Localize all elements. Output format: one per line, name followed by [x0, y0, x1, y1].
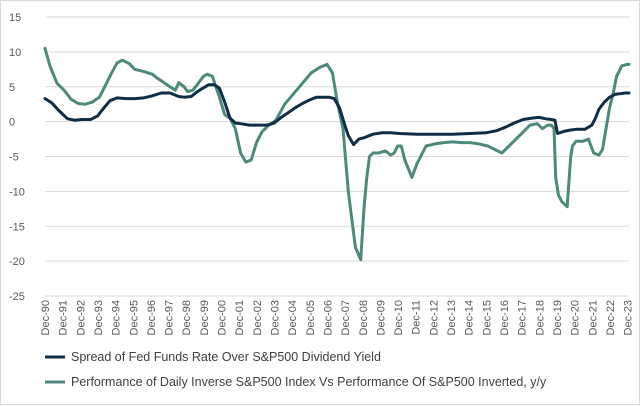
x-tick-label: Dec-94	[111, 300, 123, 335]
x-tick-label: Dec-98	[181, 300, 193, 335]
x-tick-label: Dec-03	[270, 300, 282, 335]
legend: Spread of Fed Funds Rate Over S&P500 Div…	[45, 350, 547, 389]
series-lines	[43, 46, 631, 262]
x-tick-label: Dec-18	[534, 300, 546, 335]
x-tick-label: Dec-11	[411, 300, 423, 335]
series-line-fed-spread	[43, 83, 631, 147]
y-tick-label: -20	[9, 256, 25, 268]
x-tick-label: Dec-15	[481, 300, 493, 335]
y-tick-label: -25	[9, 291, 25, 303]
y-tick-label: -5	[9, 152, 19, 164]
legend-label: Performance of Daily Inverse S&P500 Inde…	[71, 375, 547, 389]
x-tick-label: Dec-01	[234, 300, 246, 335]
x-tick-label: Dec-95	[128, 300, 140, 335]
y-tick-label: 10	[9, 47, 21, 59]
x-tick-label: Dec-97	[164, 300, 176, 335]
y-tick-label: 0	[9, 117, 15, 129]
x-tick-label: Dec-14	[464, 300, 476, 335]
x-tick-label: Dec-04	[287, 300, 299, 335]
x-tick-label: Dec-91	[58, 300, 70, 335]
x-tick-label: Dec-07	[340, 300, 352, 335]
y-tick-label: -15	[9, 221, 25, 233]
y-axis-ticks: 15 10 5 0 -5 -10 -15 -20 -25	[9, 12, 25, 303]
x-tick-label: Dec-90	[40, 300, 52, 335]
legend-label: Spread of Fed Funds Rate Over S&P500 Div…	[71, 350, 381, 364]
gridlines	[45, 16, 629, 297]
x-tick-label: Dec-16	[499, 300, 511, 335]
x-tick-label: Dec-17	[517, 300, 529, 335]
x-tick-label: Dec-96	[146, 300, 158, 335]
y-tick-label: 15	[9, 12, 21, 24]
x-tick-label: Dec-02	[252, 300, 264, 335]
x-tick-label: Dec-23	[623, 300, 635, 335]
x-tick-label: Dec-13	[446, 300, 458, 335]
x-tick-label: Dec-05	[305, 300, 317, 335]
x-tick-label: Dec-10	[393, 300, 405, 335]
x-tick-label: Dec-20	[570, 300, 582, 335]
x-tick-label: Dec-06	[322, 300, 334, 335]
x-tick-label: Dec-93	[93, 300, 105, 335]
x-tick-label: Dec-21	[587, 300, 599, 335]
x-tick-label: Dec-92	[75, 300, 87, 335]
x-tick-label: Dec-19	[552, 300, 564, 335]
x-axis-ticks: Dec-90 Dec-91 Dec-92 Dec-93 Dec-94 Dec-95 Dec-…	[40, 300, 635, 335]
x-tick-label: Dec-08	[358, 300, 370, 335]
y-tick-label: 5	[9, 82, 15, 94]
series-line-inverse-performance	[43, 46, 631, 262]
x-tick-label: Dec-22	[605, 300, 617, 335]
x-tick-label: Dec-09	[375, 300, 387, 335]
x-tick-label: Dec-99	[199, 300, 211, 335]
y-tick-label: -10	[9, 186, 25, 198]
x-tick-label: Dec-00	[217, 300, 229, 335]
x-tick-label: Dec-12	[428, 300, 440, 335]
